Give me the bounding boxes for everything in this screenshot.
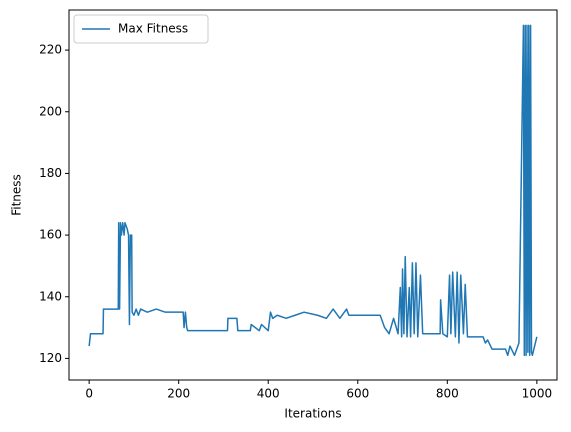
plot-frame (68, 9, 558, 381)
y-tick-label: 180 (39, 166, 62, 180)
y-tick-label: 120 (39, 351, 62, 365)
y-tick-label: 200 (39, 104, 62, 118)
x-tick-label: 200 (167, 387, 190, 401)
line (88, 24, 538, 357)
x-tick-label: 800 (436, 387, 459, 401)
x-tick-label: 600 (346, 387, 369, 401)
y-tick-label: 140 (39, 289, 62, 303)
y-tick-label: 160 (39, 228, 62, 242)
x-axis-label: Iterations (284, 407, 341, 421)
x-tick-label: 0 (85, 387, 93, 401)
legend-label: Max Fitness (118, 22, 188, 36)
y-tick-label: 220 (39, 43, 62, 57)
x-tick-label: 400 (257, 387, 280, 401)
x-tick-label: 1000 (522, 387, 553, 401)
legend-box (73, 14, 209, 44)
y-axis-label: Fitness (10, 174, 24, 216)
